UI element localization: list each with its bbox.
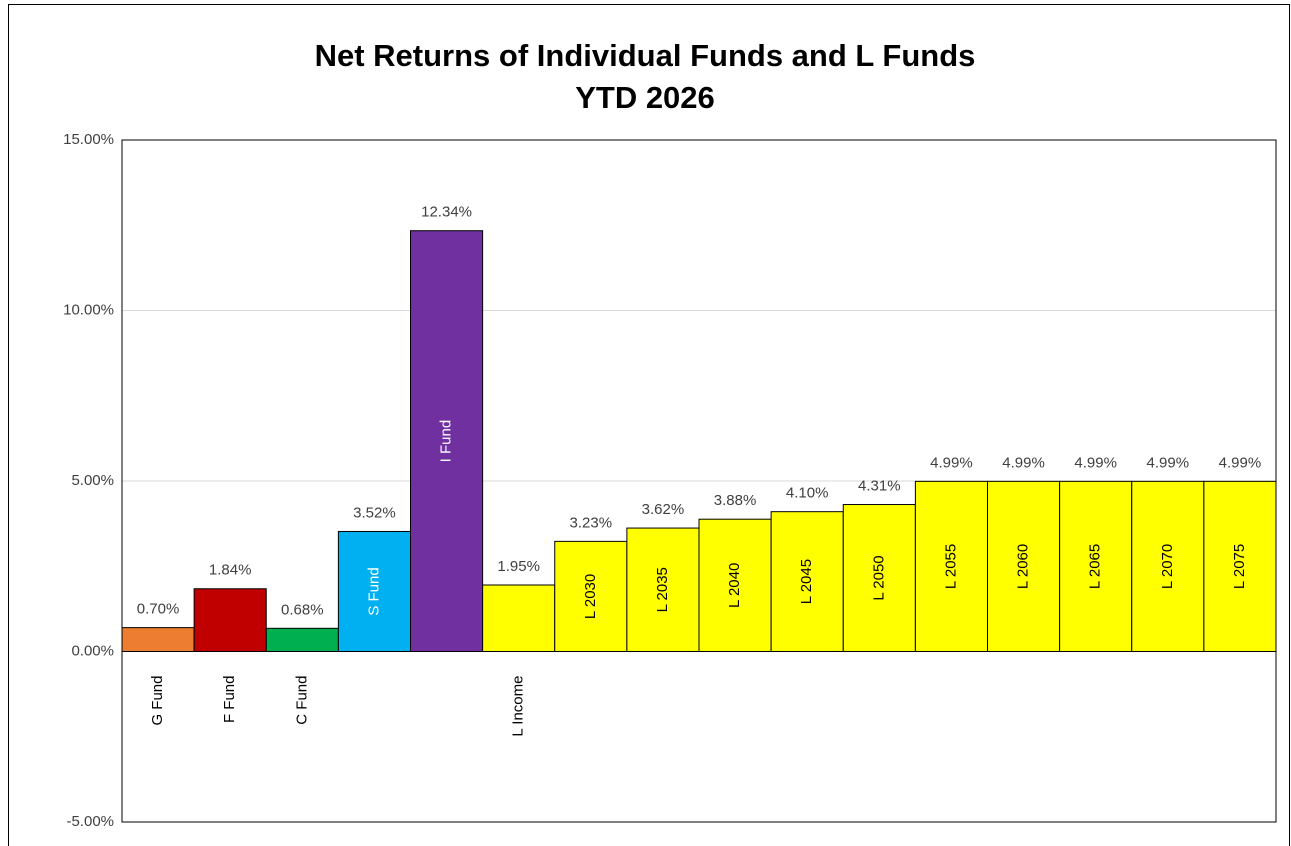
value-label: 0.70% xyxy=(137,601,180,618)
category-label: L 2070 xyxy=(1159,544,1176,589)
category-label: L 2075 xyxy=(1231,544,1248,589)
category-label: L 2055 xyxy=(942,544,959,589)
value-label: 3.88% xyxy=(714,492,757,509)
value-label: 3.23% xyxy=(570,514,613,531)
bar xyxy=(337,530,411,653)
bar xyxy=(121,627,195,653)
value-label: 3.62% xyxy=(642,501,685,518)
y-tick-label: 0.00% xyxy=(71,642,114,659)
category-label: G Fund xyxy=(149,676,166,726)
plot-border xyxy=(121,139,1277,823)
value-label: 0.68% xyxy=(281,601,324,618)
value-label: 3.52% xyxy=(353,504,396,521)
y-tick-label: 15.00% xyxy=(63,131,114,148)
bar xyxy=(770,511,844,652)
value-label: 4.99% xyxy=(1147,454,1190,471)
y-tick-label: 10.00% xyxy=(63,301,114,318)
category-label: L 2045 xyxy=(798,559,815,604)
category-label: L 2060 xyxy=(1015,544,1032,589)
bar xyxy=(1131,480,1205,652)
value-label: 4.10% xyxy=(786,485,829,502)
category-label: L 2065 xyxy=(1087,544,1104,589)
bar xyxy=(698,518,772,653)
bar xyxy=(482,584,556,653)
bar xyxy=(1059,480,1133,652)
y-tick-label: -5.00% xyxy=(66,813,114,830)
category-label: S Fund xyxy=(365,567,382,615)
bar xyxy=(265,627,339,653)
value-label: 12.34% xyxy=(421,204,472,221)
category-label: C Fund xyxy=(293,676,310,725)
category-label: L 2040 xyxy=(726,563,743,608)
y-tick-label: 5.00% xyxy=(71,472,114,489)
value-label: 4.99% xyxy=(1074,454,1117,471)
category-label: I Fund xyxy=(438,420,455,463)
chart-border xyxy=(8,4,1290,846)
category-label: L 2030 xyxy=(582,574,599,619)
chart-title: Net Returns of Individual Funds and L Fu… xyxy=(315,38,976,73)
category-label: F Fund xyxy=(221,676,238,724)
value-label: 4.99% xyxy=(1219,454,1262,471)
value-label: 1.84% xyxy=(209,562,252,579)
bar xyxy=(193,588,267,652)
category-label: L 2050 xyxy=(870,555,887,600)
bar xyxy=(626,527,700,652)
value-label: 4.99% xyxy=(1002,454,1045,471)
value-label: 4.99% xyxy=(930,454,973,471)
bar xyxy=(987,480,1061,652)
category-label: L 2035 xyxy=(654,567,671,612)
category-label: L Income xyxy=(510,676,527,737)
value-label: 4.31% xyxy=(858,477,901,494)
bar xyxy=(554,540,628,652)
value-label: 1.95% xyxy=(497,558,540,575)
chart-title: YTD 2026 xyxy=(575,80,715,115)
bar xyxy=(842,504,916,652)
